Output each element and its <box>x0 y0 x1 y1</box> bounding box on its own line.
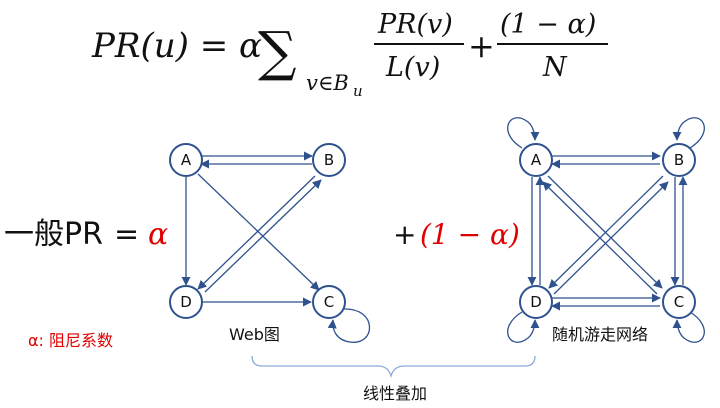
svg-text:D: D <box>530 293 542 311</box>
web-node-b: B <box>312 143 346 177</box>
linear-superposition-brace <box>251 355 536 379</box>
formula-frac1-numerator: PR(v) <box>377 9 453 40</box>
linear-superposition-label: 线性叠加 <box>363 384 427 403</box>
edge-d-to-b <box>204 179 322 293</box>
formula-plus: + <box>468 27 495 65</box>
svg-text:C: C <box>674 293 684 311</box>
web-node-a: A <box>169 143 203 177</box>
rw-node-a: A <box>519 143 553 177</box>
svg-text:D: D <box>180 293 192 311</box>
rw-edge-d-to-b <box>553 181 669 295</box>
damping-coefficient-note: α: 阻尼系数 <box>28 331 113 350</box>
general-pr-equation: 一般PR = α + (1 − α) <box>4 217 520 252</box>
plus-sign: + <box>393 218 416 251</box>
formula-frac1-denominator: L(v) <box>385 52 440 83</box>
equals-sign: = <box>114 217 139 252</box>
svg-text:A: A <box>531 151 542 169</box>
web-graph: A B C D Web图 <box>169 143 371 344</box>
general-pr-label: 一般PR <box>4 217 103 252</box>
rw-edge-a-to-c <box>547 175 663 289</box>
formula-lhs: PR(u) = α <box>91 26 262 66</box>
edge-c-self-loop <box>327 308 371 343</box>
random-walk-graph: A B C D 随机游走网络 <box>507 117 705 344</box>
rw-edge-b-self-loop <box>672 117 705 149</box>
rw-node-c: C <box>662 285 696 319</box>
web-node-c: C <box>312 285 346 319</box>
formula-sigma: ∑ <box>258 20 297 83</box>
one-minus-alpha-coefficient: (1 − α) <box>420 218 520 251</box>
svg-text:B: B <box>674 151 684 169</box>
web-graph-caption: Web图 <box>229 325 280 344</box>
rw-edge-b-to-d <box>548 175 664 289</box>
web-node-d: D <box>169 285 203 319</box>
random-walk-caption: 随机游走网络 <box>552 325 648 344</box>
svg-text:C: C <box>324 293 334 311</box>
formula-sum-subscript-u: u <box>353 82 363 100</box>
rw-edge-c-self-loop <box>672 311 705 343</box>
svg-text:B: B <box>324 151 334 169</box>
alpha-coefficient: α <box>148 217 168 252</box>
svg-text:A: A <box>181 151 192 169</box>
rw-edge-a-self-loop <box>507 117 540 149</box>
edge-b-to-d <box>197 175 316 290</box>
formula-frac2-denominator: N <box>542 52 568 83</box>
rw-node-b: B <box>662 143 696 177</box>
formula-frac2-numerator: (1 − α) <box>500 9 596 40</box>
rw-edge-d-self-loop <box>507 311 540 343</box>
rw-node-d: D <box>519 285 553 319</box>
formula-sum-subscript: v∈B <box>306 71 349 95</box>
pagerank-formula: PR(u) = α ∑ v∈B u PR(v) L(v) + (1 − α) N <box>91 9 608 100</box>
edge-a-to-c <box>197 173 320 291</box>
